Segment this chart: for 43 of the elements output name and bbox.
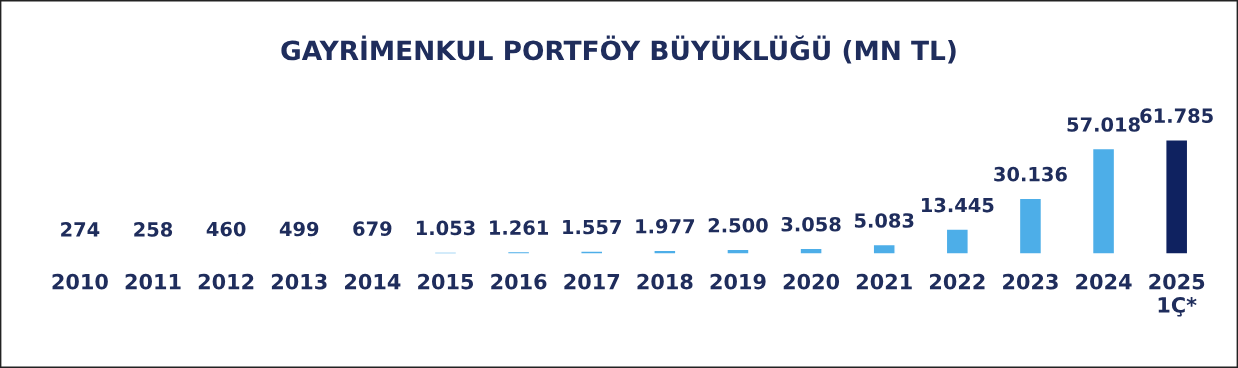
bar [1091, 147, 1116, 254]
x-tick-label: 2013 [271, 273, 327, 290]
data-label: 1.977 [636, 218, 695, 234]
x-tick-label: 2025 1Ç* [1149, 273, 1205, 317]
bar [726, 248, 750, 254]
x-tick-label: 2020 [783, 273, 840, 290]
x-tick-label: 2016 [491, 273, 547, 290]
x-tick-label: 2010 [52, 273, 108, 290]
data-label: 5.083 [854, 213, 914, 228]
bar [872, 243, 896, 254]
data-label: 258 [134, 222, 173, 237]
x-tick-label: 2017 [564, 273, 620, 290]
chart-title: GAYRİMENKUL PORTFÖY BÜYÜKLÜĞÜ (MN TL) [281, 35, 956, 64]
x-tick-label: 2011 [125, 273, 181, 290]
x-tick-label: 2022 [929, 273, 985, 290]
bar [799, 247, 823, 254]
data-label: 460 [206, 221, 246, 237]
data-label: 3.058 [781, 216, 841, 232]
x-tick-label: 2019 [710, 273, 766, 290]
data-label: 274 [61, 222, 100, 237]
x-tick-label: 2021 [856, 273, 912, 290]
data-label: 1.261 [490, 220, 549, 235]
data-label: 30.136 [994, 166, 1067, 182]
bar [1018, 197, 1043, 254]
data-label: 499 [279, 221, 319, 237]
x-tick-label: 2018 [637, 273, 693, 290]
data-label: 1.557 [563, 219, 621, 235]
x-tick-label: 2024 [1076, 273, 1132, 290]
data-label: 1.053 [416, 220, 475, 236]
bar [1165, 139, 1189, 254]
data-label: 13.445 [922, 197, 994, 213]
data-label: 57.018 [1067, 117, 1140, 132]
x-tick-label: 2015 [418, 273, 474, 290]
bar [506, 250, 531, 254]
data-label: 679 [353, 221, 392, 236]
x-tick-label: 2012 [198, 273, 254, 290]
x-tick-label: 2014 [345, 273, 401, 290]
x-tick-label: 2023 [1003, 273, 1058, 290]
data-label: 2.500 [708, 217, 768, 233]
data-label: 61.785 [1140, 108, 1213, 124]
bar [945, 228, 969, 254]
bar [653, 249, 677, 254]
bar [580, 250, 604, 254]
